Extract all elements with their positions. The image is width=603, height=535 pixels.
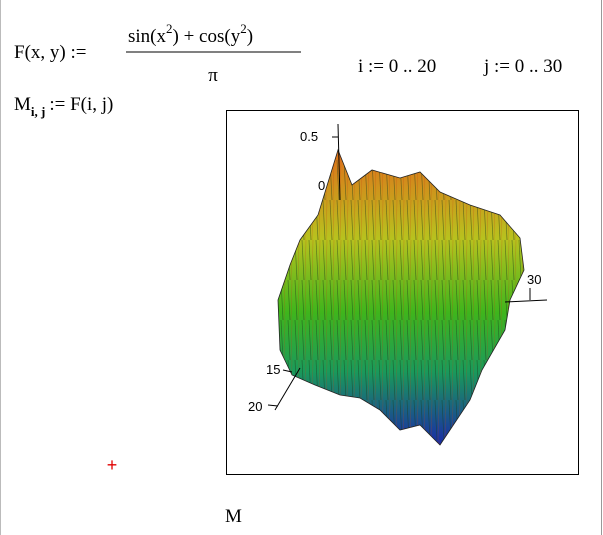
range-i: i := 0 .. 20 <box>358 56 436 77</box>
num-exp: 2 <box>240 21 247 36</box>
matrix-def: Mi, j := F(i, j) <box>14 94 113 119</box>
function-numerator: sin(x2) + cos(y2) <box>128 21 253 47</box>
surface-mesh <box>278 150 524 445</box>
function-lhs: F(x, y) := <box>14 42 86 63</box>
x-tick-label: 15 <box>266 362 280 377</box>
x-tick-label: 20 <box>248 399 262 414</box>
x-tick <box>267 404 279 407</box>
plot-caption: M <box>225 506 242 527</box>
surface <box>277 148 525 446</box>
num-exp: 2 <box>166 21 173 36</box>
range-j: j := 0 .. 30 <box>483 56 562 77</box>
num-part: sin(x <box>128 26 167 47</box>
num-part: ) + cos(y <box>173 26 241 47</box>
z-axis <box>337 123 341 201</box>
matrix-subscript: i, j <box>31 104 45 119</box>
x-axis <box>274 367 301 411</box>
y-tick-label: 30 <box>527 272 541 287</box>
num-part: ) <box>247 26 253 47</box>
matrix-rhs: := F(i, j) <box>49 94 113 115</box>
x-tick <box>282 369 293 373</box>
z-tick-label: 0 <box>318 178 325 193</box>
y-axis <box>504 299 548 303</box>
z-tick-label: 0.5 <box>300 129 318 144</box>
matrix-name: M <box>14 94 31 115</box>
function-denominator: π <box>208 65 218 86</box>
cursor: + <box>107 455 118 475</box>
